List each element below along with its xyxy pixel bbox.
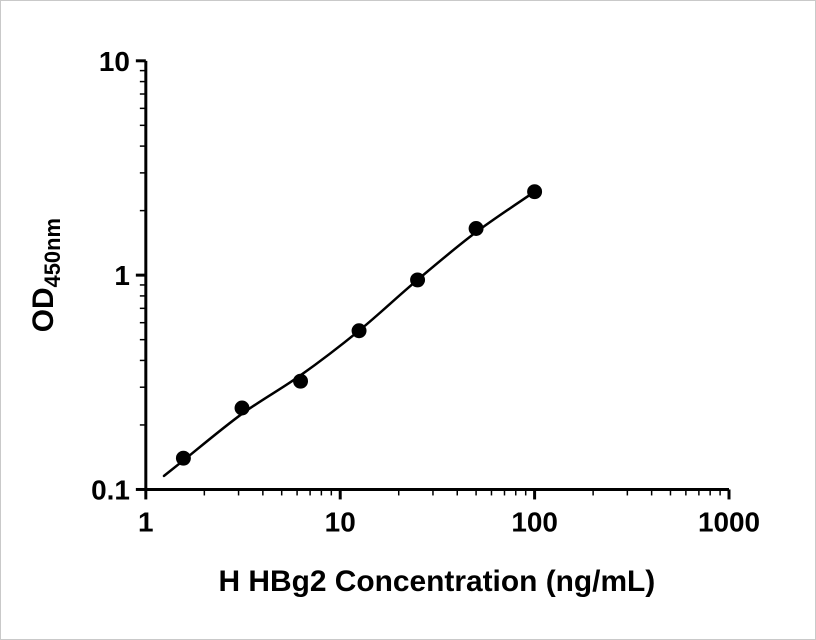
x-tick-label: 10 bbox=[325, 506, 356, 537]
x-tick-label: 1 bbox=[138, 506, 154, 537]
y-tick-label: 1 bbox=[114, 260, 130, 291]
x-tick-label: 1000 bbox=[698, 506, 760, 537]
data-point bbox=[410, 272, 426, 288]
data-points bbox=[175, 184, 543, 466]
fit-curve bbox=[162, 190, 536, 478]
y-axis-title-sub: 450nm bbox=[40, 218, 65, 287]
data-point bbox=[234, 400, 250, 416]
x-axis-title: H HBg2 Concentration (ng/mL) bbox=[219, 565, 656, 598]
data-point bbox=[351, 323, 367, 339]
x-tick-label: 100 bbox=[511, 506, 558, 537]
axis-ticks: 1 10 100 1000 0.1 1 10 bbox=[91, 46, 760, 538]
y-axis-title: OD450nm bbox=[27, 218, 65, 332]
y-tick-label: 0.1 bbox=[91, 474, 130, 505]
axes-spines bbox=[144, 60, 729, 491]
y-tick-label: 10 bbox=[99, 46, 130, 77]
data-point bbox=[527, 184, 543, 200]
y-axis-title-main: OD bbox=[27, 287, 60, 332]
data-point bbox=[468, 221, 484, 236]
data-point bbox=[175, 450, 191, 466]
data-point bbox=[293, 373, 309, 389]
